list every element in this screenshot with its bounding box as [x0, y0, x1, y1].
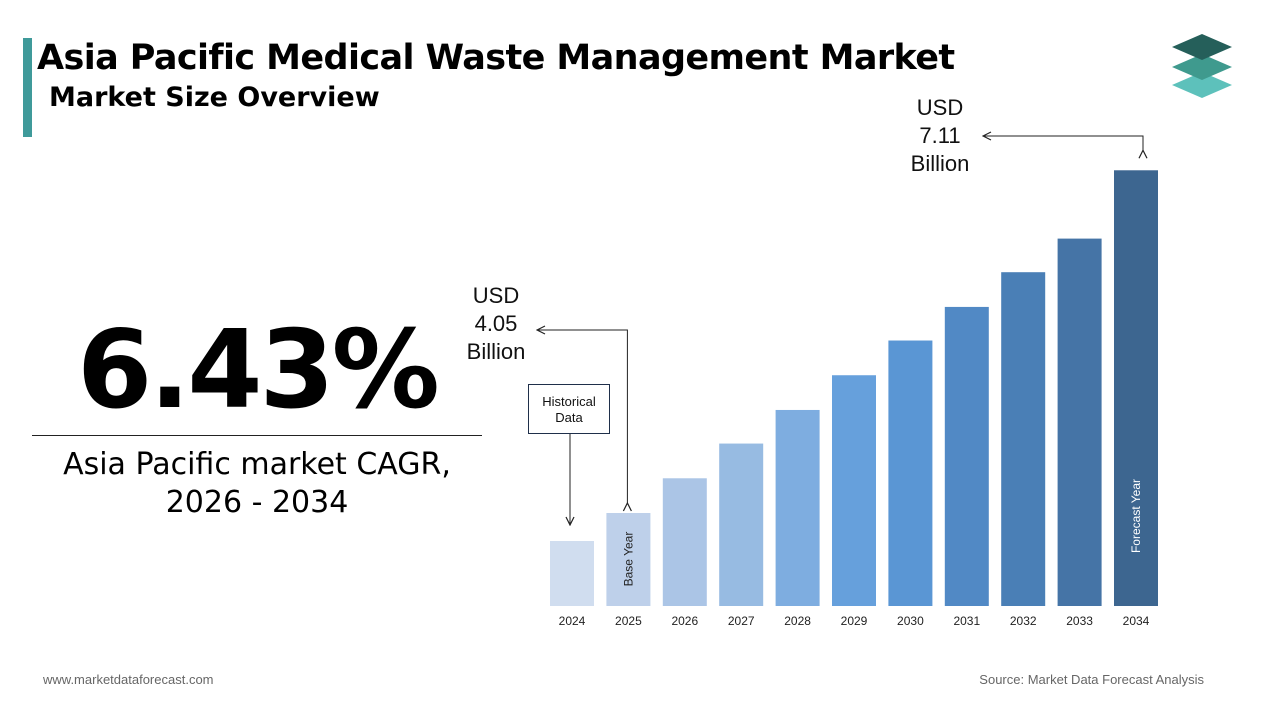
bar-2025: [606, 513, 651, 606]
x-tick-label-2034: 2034: [1123, 614, 1150, 628]
bar-2027: [719, 443, 764, 606]
x-tick-label-2027: 2027: [728, 614, 755, 628]
x-tick-label-2033: 2033: [1066, 614, 1093, 628]
x-tick-label-2031: 2031: [953, 614, 980, 628]
historical-data-box: Historical Data: [528, 384, 610, 434]
forecast-value-callout: USD 7.11 Billion: [900, 94, 980, 178]
forecast-callout-line-2: 7.11: [919, 123, 961, 148]
footer-website: www.marketdataforecast.com: [43, 672, 214, 687]
base-callout-line-2: 4.05: [474, 311, 518, 336]
page-title: Asia Pacific Medical Waste Management Ma…: [37, 38, 955, 78]
brand-logo-icon: [1172, 34, 1232, 98]
bar-2029: [832, 375, 876, 606]
x-tick-label-2028: 2028: [784, 614, 811, 628]
base-callout-line-1: USD: [472, 283, 520, 308]
x-tick-label-2026: 2026: [671, 614, 698, 628]
logo-layer-top: [1172, 34, 1232, 60]
historical-box-line-2: Data: [555, 410, 583, 425]
forecast-callout-line-1: USD: [916, 95, 964, 120]
bar-2034: [1114, 170, 1158, 606]
cagr-value: 6.43%: [77, 308, 440, 433]
base-callout-line-3: Billion: [466, 339, 526, 364]
x-tick-label-2029: 2029: [841, 614, 868, 628]
historical-box-line-1: Historical: [542, 394, 596, 409]
bar-2026: [662, 478, 707, 606]
cagr-caption-line-2: 2026 - 2034: [165, 485, 349, 520]
bar-2033: [1057, 238, 1102, 606]
x-tick-label-2030: 2030: [897, 614, 924, 628]
cagr-caption: Asia Pacific market CAGR, 2026 - 2034: [32, 446, 482, 522]
page-subtitle: Market Size Overview: [49, 82, 380, 113]
x-tick-label-2024: 2024: [559, 614, 586, 628]
logo-layer-bottom: [1172, 72, 1232, 98]
footer-source: Source: Market Data Forecast Analysis: [979, 672, 1204, 687]
bar-2032: [1001, 272, 1046, 606]
base-callout-connector: [537, 330, 627, 503]
cagr-divider: [32, 435, 482, 436]
logo-layer-middle: [1172, 54, 1232, 80]
forecast-callout-connector: [983, 136, 1143, 150]
bar-2031: [944, 306, 989, 606]
cagr-caption-line-1: Asia Pacific market CAGR,: [63, 447, 451, 482]
bar-2024: [550, 541, 594, 606]
x-tick-label-2032: 2032: [1010, 614, 1037, 628]
bar-2028: [775, 409, 820, 606]
in-bar-label-2025: Base Year: [621, 532, 635, 587]
x-tick-label-2025: 2025: [615, 614, 642, 628]
title-accent-bar: [23, 38, 32, 137]
forecast-callout-line-3: Billion: [910, 151, 970, 176]
bar-2030: [888, 340, 933, 606]
in-bar-label-2034: Forecast Year: [1129, 479, 1143, 553]
base-value-callout: USD 4.05 Billion: [456, 282, 536, 366]
